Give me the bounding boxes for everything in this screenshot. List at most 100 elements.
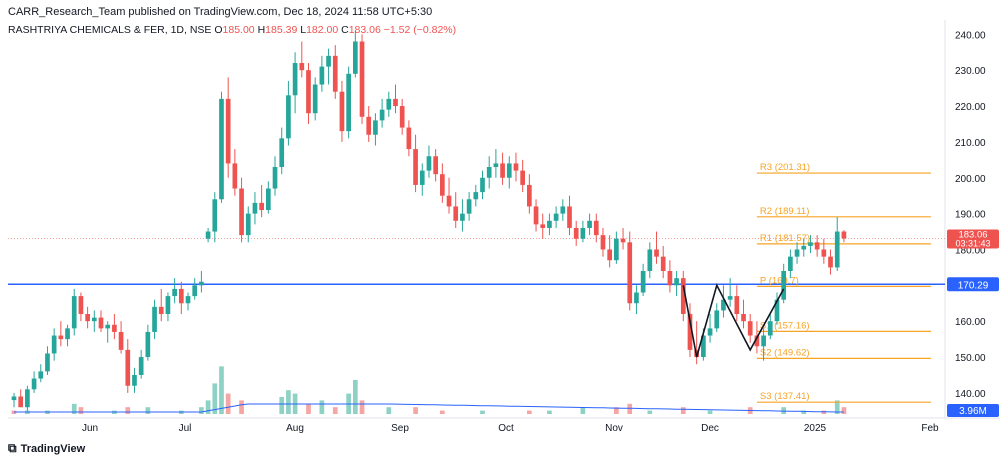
volume-bar [352, 380, 358, 414]
candle-body [527, 184, 532, 207]
high-value: 185.39 [265, 24, 298, 36]
candle-body [232, 163, 238, 189]
candle-body [453, 206, 459, 221]
y-tick-label: 200.00 [955, 174, 986, 185]
volume-bar [614, 407, 619, 414]
candle-body [386, 98, 392, 110]
candle-body [607, 249, 613, 261]
candle-body [493, 163, 499, 168]
x-tick-label: Dec [701, 423, 719, 434]
open-label: O [214, 24, 223, 36]
w-pattern-line [682, 283, 785, 358]
candle-body [165, 296, 171, 315]
candle-body [513, 163, 519, 171]
support-price-badge [947, 277, 999, 292]
x-tick-label: Oct [498, 423, 514, 434]
candle-body [192, 285, 198, 297]
open-value: 185.00 [222, 24, 255, 36]
candle-body [138, 357, 144, 375]
candle-body [761, 335, 766, 347]
candle-body [239, 188, 244, 236]
volume-bar [527, 410, 532, 414]
tradingview-logo-icon: ⧉ [8, 441, 17, 455]
candle-body [413, 149, 418, 185]
candle-body [634, 292, 639, 304]
candle-body [500, 163, 505, 178]
candle-body [573, 227, 579, 239]
candle-body [647, 249, 653, 271]
x-tick-label: Feb [921, 423, 939, 434]
candle-body [91, 317, 97, 322]
pivot-label: P (169.7) [760, 275, 799, 286]
candle-body [567, 206, 572, 228]
candle-body [506, 163, 512, 178]
candle-body [433, 156, 438, 175]
y-tick-label: 150.00 [955, 353, 986, 364]
y-tick-label: 240.00 [955, 30, 986, 41]
candle-body [627, 242, 633, 304]
volume-bar [647, 410, 653, 414]
y-tick-label: 180.00 [955, 245, 986, 256]
candle-body [259, 202, 264, 211]
candle-body [466, 199, 472, 214]
volume-bar [219, 366, 224, 414]
last-price-badge [947, 229, 999, 249]
candle-body [747, 321, 753, 336]
candle-body [794, 249, 800, 257]
candle-body [788, 256, 793, 271]
candle-body [118, 331, 124, 350]
candle-body [299, 63, 305, 71]
volume-bar [199, 407, 204, 414]
volume-bar [680, 407, 686, 414]
candle-body [359, 41, 365, 117]
volume-bar [580, 407, 586, 414]
candle-body [212, 199, 218, 232]
candle-body [841, 231, 847, 239]
tradingview-footer[interactable]: ⧉ TradingView [8, 441, 85, 456]
volume-badge [947, 404, 999, 417]
candle-body [834, 231, 840, 268]
volume-bar [834, 400, 840, 414]
candle-body [754, 335, 760, 347]
candle-body [31, 378, 37, 390]
candle-body [721, 299, 726, 311]
candle-body [533, 206, 539, 225]
candle-body [620, 238, 626, 243]
pivot-label: R1 (181.57) [760, 233, 810, 244]
volume-bar [71, 403, 77, 414]
candle-body [265, 188, 271, 211]
candle-body [326, 55, 331, 67]
candle-body [85, 314, 90, 322]
candle-body [393, 98, 398, 107]
candle-body [486, 167, 492, 178]
y-tick-label: 160.00 [955, 317, 986, 328]
candle-body [774, 299, 780, 322]
candle-body [553, 213, 559, 221]
candle-body [38, 371, 44, 379]
candle-body [18, 396, 24, 408]
candle-body [51, 335, 57, 354]
candle-body [446, 195, 452, 207]
candle-body [547, 220, 552, 228]
candle-body [680, 278, 686, 315]
candle-body [352, 41, 358, 74]
candle-body [58, 335, 64, 340]
candle-body [178, 288, 184, 304]
candle-body [152, 306, 157, 332]
candle-body [406, 127, 412, 150]
candle-body [540, 224, 546, 228]
candle-body [25, 389, 30, 408]
candle-body [45, 353, 50, 372]
candle-body [660, 256, 666, 271]
candle-body [473, 192, 479, 200]
candle-body [801, 245, 807, 250]
volume-bar [413, 407, 418, 414]
candle-body [734, 296, 740, 315]
candle-body [379, 109, 385, 121]
candle-body [185, 296, 191, 304]
candle-body [593, 220, 599, 236]
candle-body [219, 98, 224, 200]
pivot-label: R2 (189.11) [760, 206, 809, 217]
pivot-label: S3 (137.41) [760, 391, 810, 402]
